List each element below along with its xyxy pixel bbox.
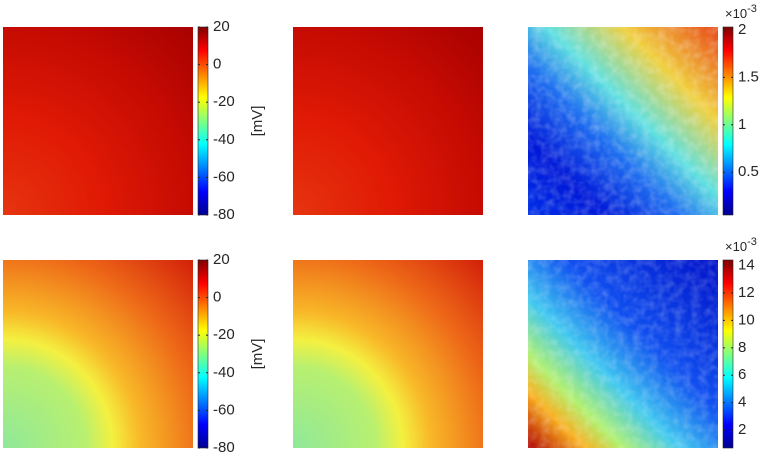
heatmap — [293, 27, 483, 215]
scale-base: ×10 — [725, 6, 747, 21]
colorbar — [197, 26, 209, 216]
colorbar-tick-label: -40 — [213, 131, 235, 148]
colorbar-tick-label: 0 — [213, 56, 221, 73]
colorbar-tick-label: 8 — [738, 339, 746, 356]
colorbar-tick-label: -40 — [213, 364, 235, 381]
colorbar-tick-label: 14 — [738, 256, 755, 273]
colorbar-tick-label: -20 — [213, 93, 235, 110]
colorbar-tick-label: 12 — [738, 284, 755, 301]
colorbar-tick-label: 2 — [738, 21, 746, 38]
colorbar-tick-label: -80 — [213, 439, 235, 456]
colorbar-tick-label: -20 — [213, 326, 235, 343]
heatmap — [293, 260, 483, 448]
colorbar-label: [mV] — [249, 106, 266, 137]
colorbar-tick-label: 20 — [213, 251, 230, 268]
colorbar-tick-label: 20 — [213, 18, 230, 35]
colorbar-tick-label: 10 — [738, 311, 755, 328]
colorbar-label: [mV] — [249, 339, 266, 370]
colorbar-tick-label: -60 — [213, 401, 235, 418]
colorbar — [722, 259, 734, 449]
colorbar-tick-label: 6 — [738, 366, 746, 383]
colorbar-tick-label: 1 — [738, 116, 746, 133]
colorbar-tick-label: 0.5 — [738, 163, 759, 180]
colorbar — [722, 26, 734, 216]
colorbar — [197, 259, 209, 449]
scale-factor: ×10-3 — [725, 236, 757, 255]
colorbar-tick-label: -60 — [213, 168, 235, 185]
colorbar-tick-label: 4 — [738, 394, 746, 411]
heatmap-texture — [528, 27, 718, 215]
colorbar-tick-label: -80 — [213, 206, 235, 223]
colorbar-tick-label: 2 — [738, 421, 746, 438]
heatmap-texture — [528, 260, 718, 448]
scale-base: ×10 — [725, 239, 747, 254]
heatmap — [3, 260, 193, 448]
heatmap — [3, 27, 193, 215]
colorbar-tick-label: 0 — [213, 289, 221, 306]
scale-exponent: -3 — [747, 236, 757, 248]
scale-exponent: -3 — [747, 3, 757, 15]
colorbar-tick-label: 1.5 — [738, 68, 759, 85]
scale-factor: ×10-3 — [725, 3, 757, 22]
